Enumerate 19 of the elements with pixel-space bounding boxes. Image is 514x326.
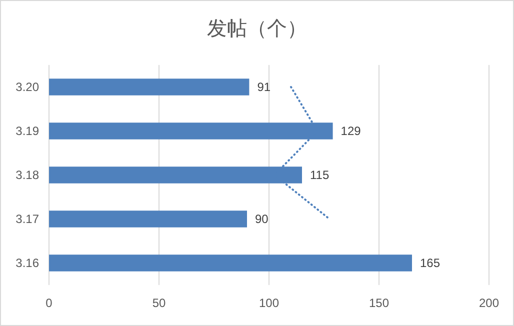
y-tick-label: 3.17 [16,212,40,226]
x-tick-label: 100 [258,296,280,310]
data-label: 90 [255,212,269,226]
x-tick-label: 150 [368,296,390,310]
bar [49,254,412,272]
data-label: 115 [310,168,330,182]
x-tick-label: 200 [478,296,500,310]
y-tick-label: 3.20 [16,80,40,94]
y-tick-label: 3.19 [16,124,40,138]
y-tick-label: 3.18 [16,168,40,182]
bar [49,78,250,96]
x-tick-label: 0 [46,296,53,310]
data-label: 129 [340,124,362,138]
bar [49,210,247,228]
data-label: 91 [257,80,271,94]
x-tick-label: 50 [152,296,166,310]
y-tick-label: 3.16 [16,256,40,270]
data-label: 165 [420,256,440,270]
chart-title: 发帖（个） [207,18,307,40]
